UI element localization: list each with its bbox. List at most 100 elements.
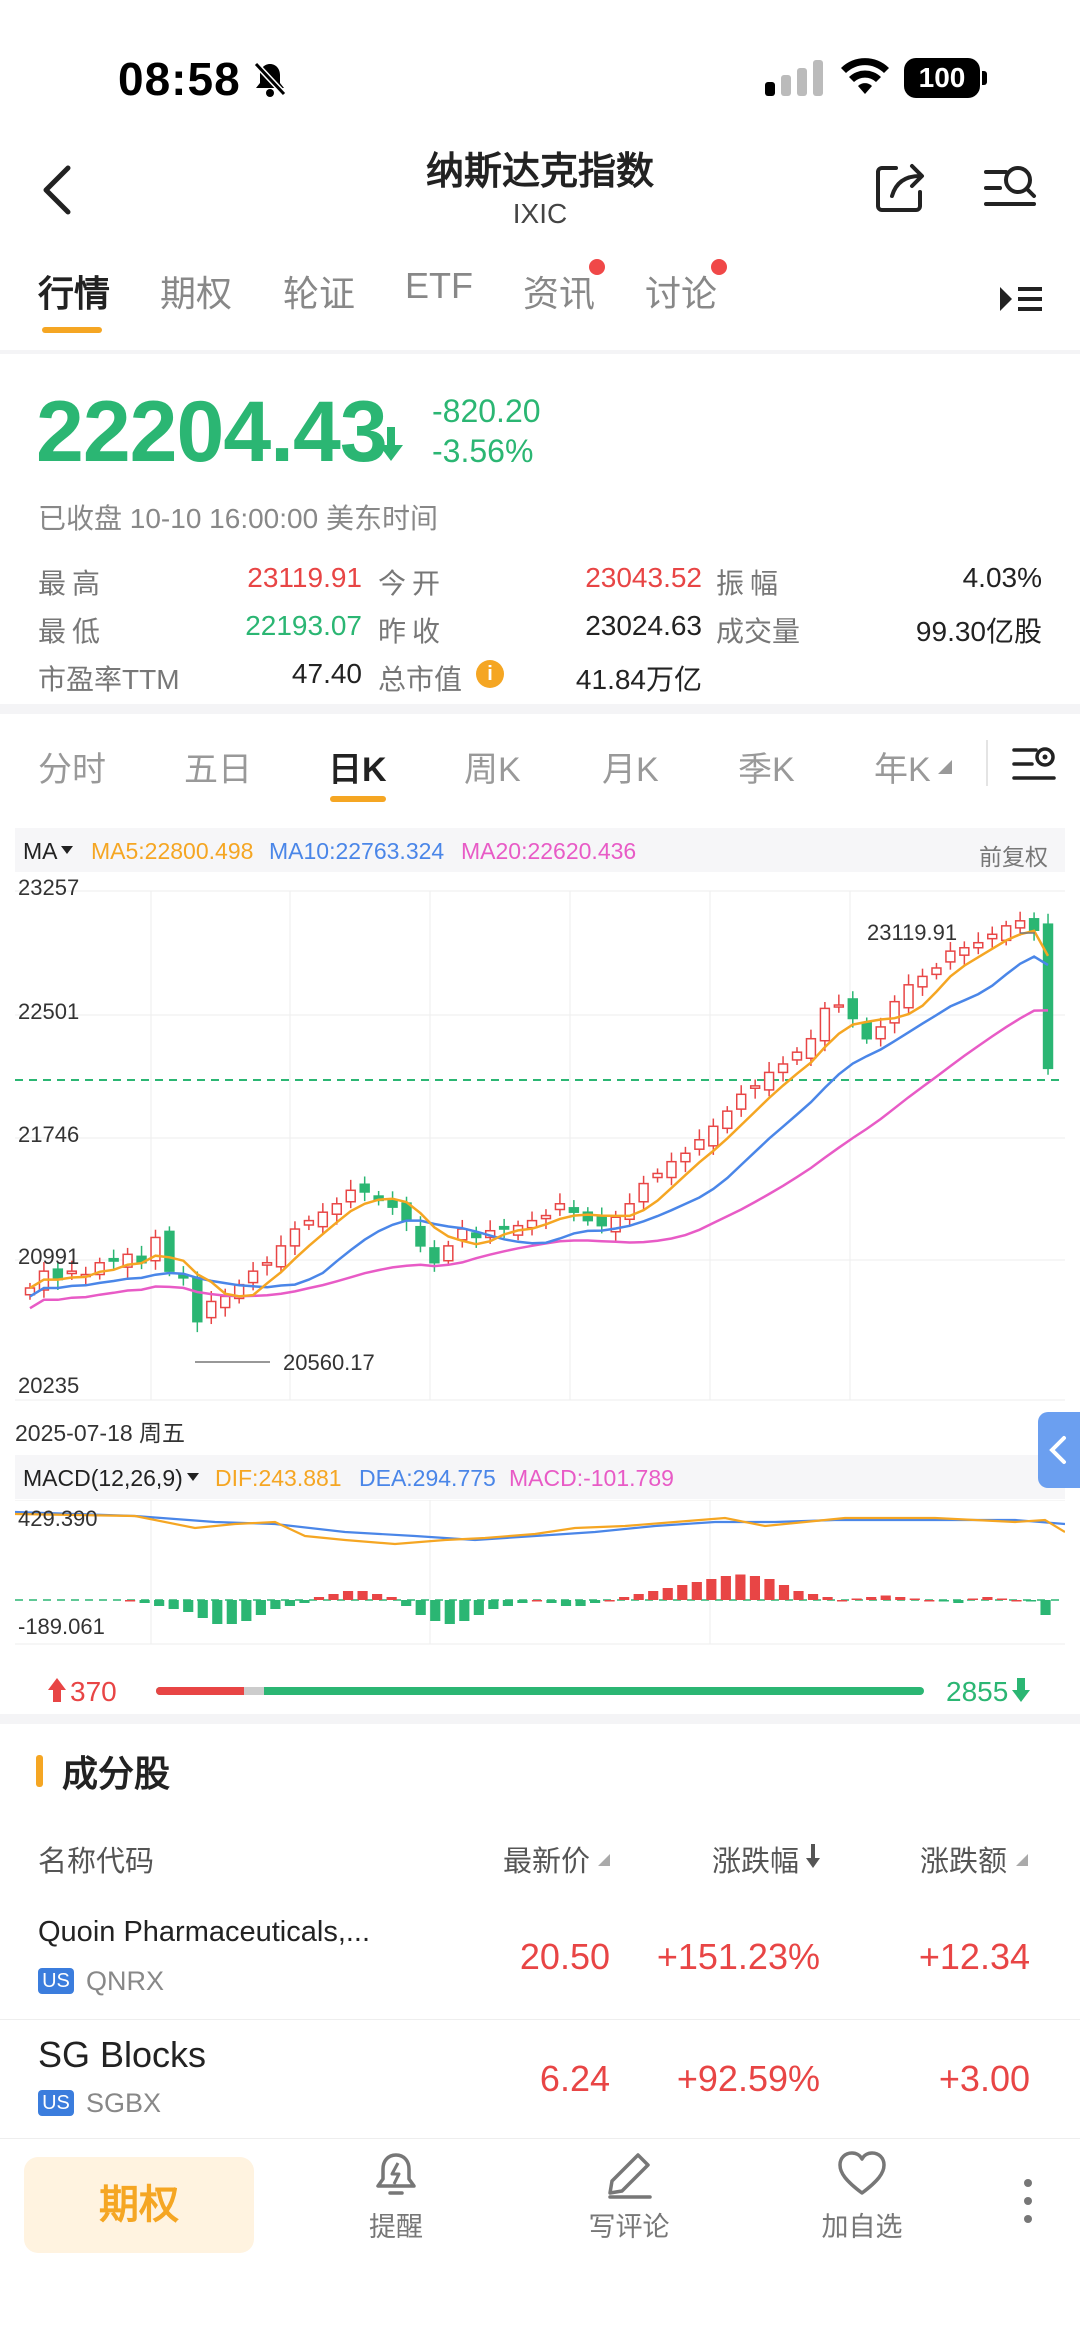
tab-discussion[interactable]: 讨论 [645, 273, 718, 314]
macd-bar [982, 1597, 993, 1600]
col-price[interactable]: 最新价 [503, 1846, 591, 1878]
stock-change-amt: +3.00 [938, 2058, 1030, 2099]
macd-bar [401, 1600, 412, 1606]
macd-bar [575, 1600, 586, 1606]
period-tab-5day[interactable]: 五日 [184, 751, 252, 789]
candle-body [763, 1071, 775, 1091]
sort-icon-change[interactable] [1016, 1854, 1028, 1866]
macd-bar [691, 1582, 702, 1600]
period-separator [986, 740, 988, 786]
macd-selector[interactable]: MACD(12,26,9) [23, 1465, 183, 1491]
sort-icon-price[interactable] [598, 1854, 610, 1866]
candle-body [819, 1007, 831, 1042]
candle-body [1042, 923, 1054, 1070]
macd-bar [473, 1600, 484, 1615]
low-value: 22193.07 [245, 610, 362, 641]
battery-tip [982, 71, 987, 85]
candle-body [261, 1261, 273, 1266]
menu-search-icon[interactable] [980, 158, 1040, 218]
ma5-value: MA5:22800.498 [91, 838, 254, 864]
candle-body [429, 1247, 440, 1264]
tab-options[interactable]: 期权 [160, 273, 233, 314]
pe-value: 47.40 [291, 658, 362, 689]
macd-bar [938, 1600, 949, 1602]
candle-body [833, 1004, 845, 1008]
sort-desc-icon[interactable] [806, 1844, 820, 1870]
macd-dropdown-icon[interactable] [187, 1473, 199, 1481]
macd-bar [139, 1600, 150, 1603]
status-time: 08:58 [118, 53, 241, 105]
tab-more-icon[interactable] [996, 279, 1046, 319]
macd-chart[interactable]: 429.390 -189.061 [15, 1500, 1065, 1645]
period-tab-daily[interactable]: 日K [328, 751, 387, 789]
alert-bell-icon [376, 2153, 416, 2195]
advancers-segment [156, 1687, 245, 1695]
candle-body [945, 950, 956, 963]
period-tab-quarterly[interactable]: 季K [738, 751, 795, 789]
candle-body [875, 1026, 886, 1040]
info-icon[interactable]: i [476, 660, 504, 688]
candle-body [917, 975, 928, 988]
macd-bar [255, 1600, 266, 1615]
macd-bar [546, 1600, 557, 1603]
candle-body [568, 1207, 580, 1213]
nav-bar: 纳斯达克指数 IXIC [0, 130, 1080, 240]
macd-bar [1040, 1600, 1051, 1615]
adjust-mode[interactable]: 前复权 [979, 844, 1048, 870]
mcap-value: 41.84万亿 [575, 664, 702, 695]
macd-bar [793, 1591, 804, 1600]
candle-body [624, 1203, 635, 1221]
macd-bar [560, 1600, 572, 1606]
tab-news[interactable]: 资讯 [523, 273, 596, 314]
table-row[interactable]: SG Blocks US SGBX 6.24 +92.59% +3.00 [0, 2022, 1080, 2142]
tab-quote[interactable]: 行情 [38, 273, 111, 314]
table-row[interactable]: Quoin Pharmaceuticals,... US QNRX 20.50 … [0, 1900, 1080, 2020]
candle-body [777, 1063, 789, 1074]
col-change-pct[interactable]: 涨跌幅 [712, 1846, 800, 1878]
alert-button[interactable]: 提醒 [326, 2149, 466, 2244]
macd-bar [488, 1600, 499, 1609]
period-tab-weekly[interactable]: 周K [464, 751, 521, 789]
back-icon[interactable] [36, 160, 86, 220]
ma-dropdown-icon[interactable] [61, 846, 73, 854]
stock-price: 20.50 [519, 1936, 610, 1977]
candlestick-chart[interactable]: 23257 22501 21746 20991 20235 23119.91 2… [15, 875, 1065, 1405]
add-watchlist-button[interactable]: 加自选 [792, 2149, 932, 2244]
options-button[interactable]: 期权 [24, 2157, 254, 2253]
candle-body [749, 1085, 761, 1089]
dea-line [15, 1510, 1065, 1542]
ma-selector[interactable]: MA [23, 838, 58, 864]
candle-body [415, 1225, 426, 1247]
macd-bar [313, 1597, 325, 1600]
chart-settings-icon[interactable] [1010, 740, 1058, 788]
side-panel-handle[interactable] [1038, 1412, 1080, 1488]
add-watchlist-label: 加自选 [821, 2212, 903, 2242]
col-change-amt[interactable]: 涨跌额 [920, 1846, 1008, 1878]
share-icon[interactable] [870, 158, 930, 218]
comment-button[interactable]: 写评论 [559, 2149, 699, 2244]
macd-bar [822, 1597, 833, 1600]
candle-body [847, 998, 858, 1020]
volume-value: 99.30亿股 [915, 616, 1042, 647]
more-options-icon[interactable] [1020, 2177, 1036, 2227]
dea-value: DEA:294.775 [359, 1465, 496, 1491]
stats-row-2: 最低 22193.07 昨收 23024.63 成交量 99.30亿股 [0, 610, 1080, 654]
comment-label: 写评论 [588, 2212, 670, 2242]
period-tab-yearly[interactable]: 年K [874, 751, 931, 789]
unchanged-segment [244, 1687, 264, 1695]
macd-bar [677, 1585, 688, 1600]
candle-body [722, 1110, 733, 1130]
market-badge: US [38, 1968, 74, 1994]
section-accent [36, 1755, 43, 1787]
price-change: -820.20 [432, 393, 541, 429]
tab-warrants[interactable]: 轮证 [283, 273, 356, 314]
macd-value: MACD:-101.789 [509, 1465, 674, 1491]
period-tab-intraday[interactable]: 分时 [38, 751, 106, 789]
macd-bar [299, 1600, 310, 1603]
section-divider-2 [0, 1714, 1080, 1724]
period-tab-monthly[interactable]: 月K [602, 751, 659, 789]
candle-body [791, 1051, 803, 1061]
tab-etf[interactable]: ETF [405, 265, 473, 306]
candle-body [596, 1215, 607, 1227]
macd-bar [444, 1600, 455, 1624]
